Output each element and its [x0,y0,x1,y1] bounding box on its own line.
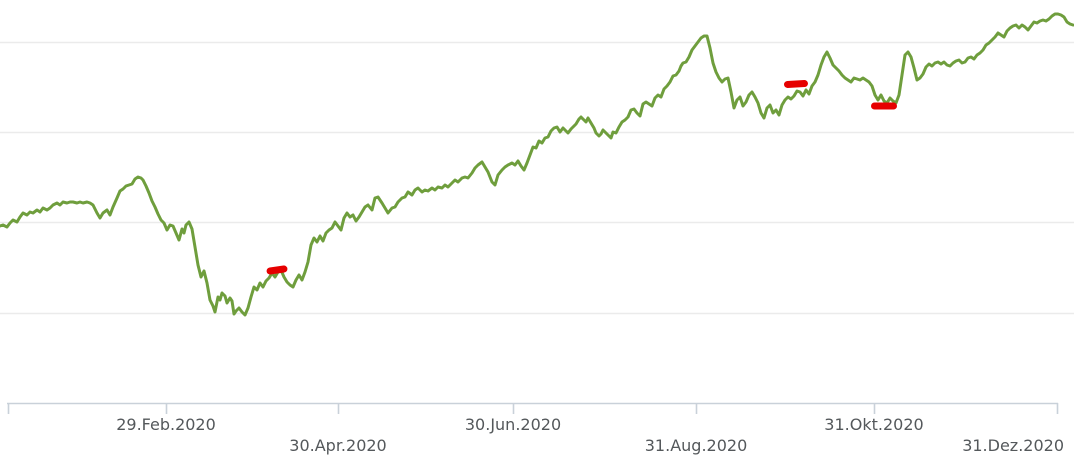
price-line[interactable] [0,12,1074,317]
x-tick-label: 29.Feb.2020 [116,415,216,434]
x-tick-label: 31.Aug.2020 [645,436,748,455]
event-markers-group[interactable] [266,80,897,275]
x-axis-labels: 29.Feb.2020 30.Apr.2020 30.Jun.2020 31.Aug.… [116,415,1064,455]
price-line-group[interactable] [0,12,1074,317]
event-marker[interactable] [784,80,808,88]
x-tick-label: 30.Jun.2020 [465,415,561,434]
x-axis [7,402,1059,414]
event-marker[interactable] [266,265,288,275]
event-marker[interactable] [871,102,897,110]
x-tick-label: 31.Dez.2020 [962,436,1064,455]
gridlines [0,41,1074,315]
x-tick-label: 31.Okt.2020 [824,415,923,434]
x-tick-label: 30.Apr.2020 [289,436,386,455]
